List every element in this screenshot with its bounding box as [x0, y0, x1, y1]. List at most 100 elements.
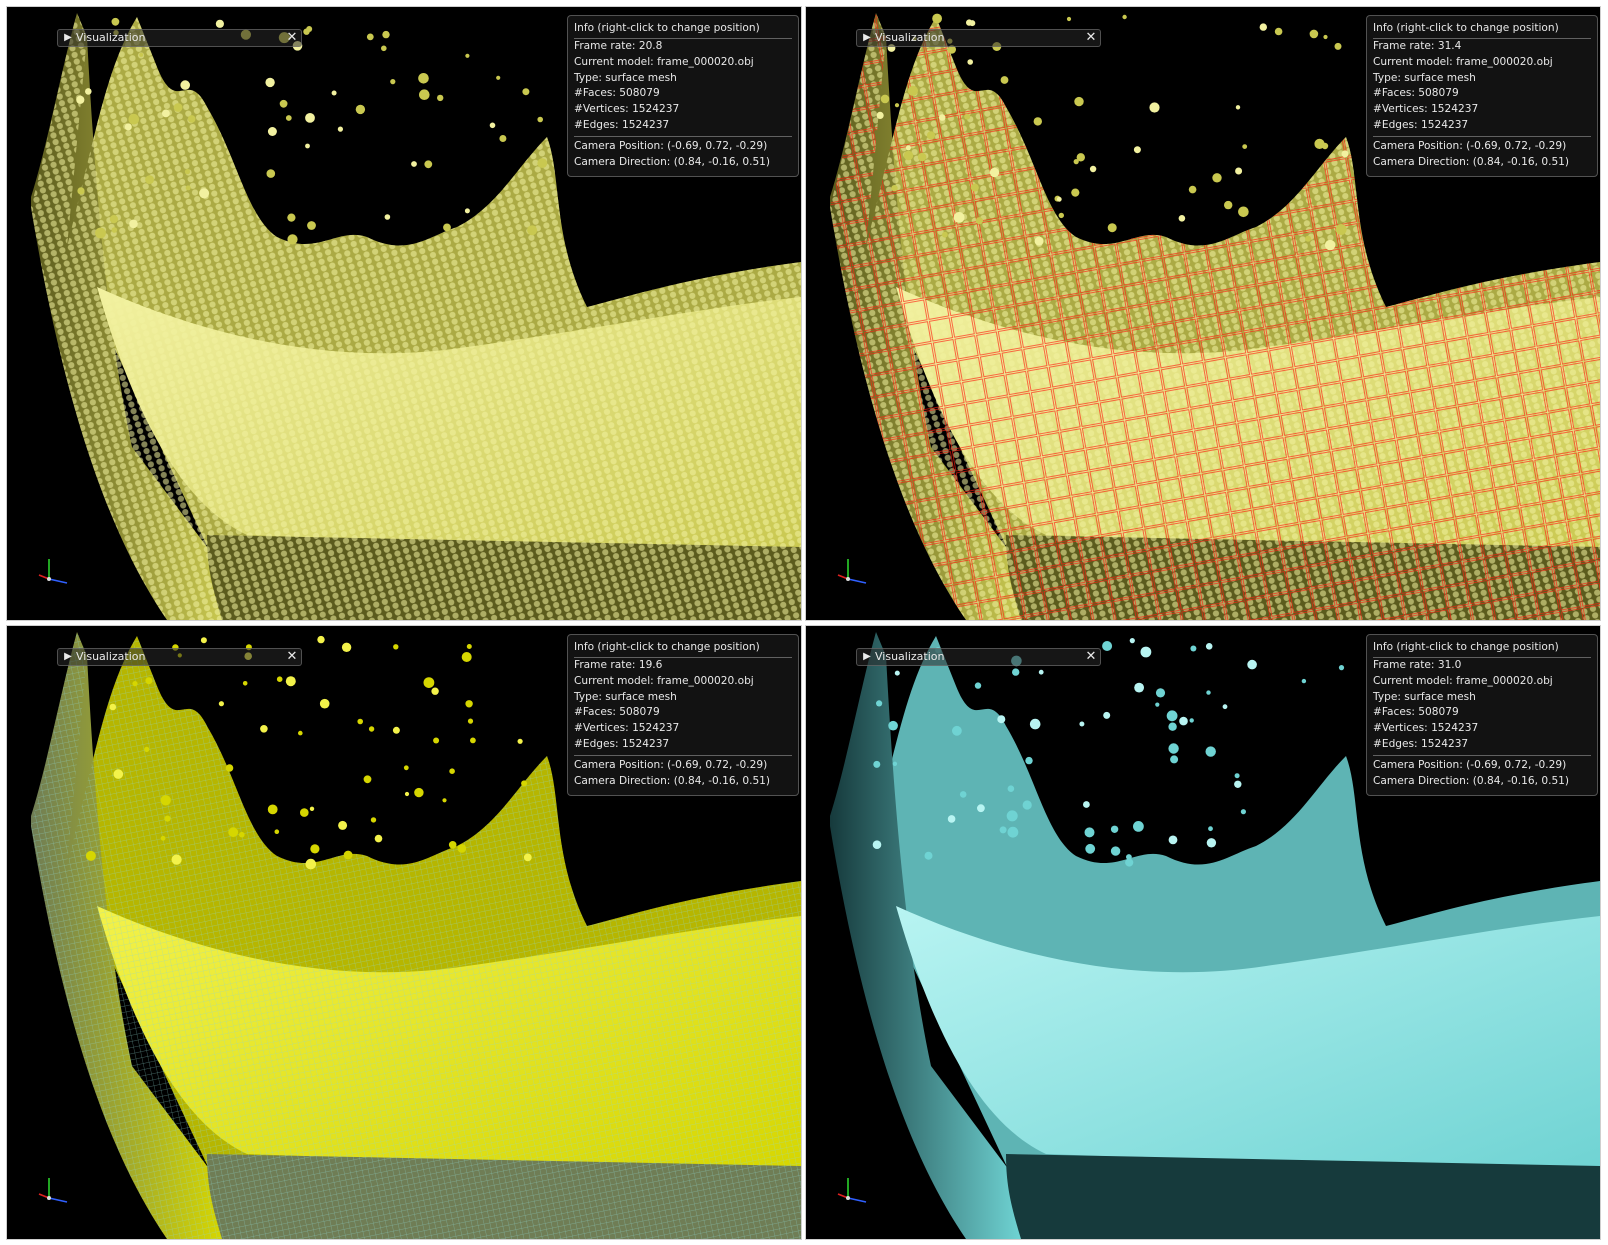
droplet [1222, 704, 1228, 710]
close-x-icon[interactable]: ✕ [1085, 649, 1097, 664]
close-x-icon[interactable]: ✕ [286, 649, 298, 664]
droplet [285, 676, 296, 687]
triangle-right-icon[interactable]: ▶ [64, 32, 72, 43]
droplet [393, 644, 399, 650]
droplet [1341, 150, 1349, 158]
visualization-header[interactable]: ▶ Visualization ✕ [856, 29, 1101, 47]
model-type: Type: surface mesh [574, 71, 677, 84]
droplet [111, 227, 118, 233]
triangle-right-icon[interactable]: ▶ [863, 651, 871, 662]
left-wall [31, 13, 222, 620]
droplet [975, 217, 983, 225]
droplet [1234, 773, 1240, 779]
visualization-header[interactable]: ▶ Visualization ✕ [57, 648, 302, 666]
droplet [1083, 801, 1090, 808]
visualization-label: Visualization [875, 650, 945, 663]
droplet [537, 116, 543, 123]
droplet [215, 19, 224, 28]
droplet [1079, 721, 1085, 727]
viewport-panel-wireframe[interactable]: ▶ Visualization ✕ Info (right-click to c… [6, 625, 802, 1240]
info-panel[interactable]: Info (right-click to change position) Fr… [567, 634, 799, 796]
droplet [144, 746, 150, 752]
droplet [1179, 716, 1188, 726]
close-x-icon[interactable]: ✕ [286, 30, 298, 45]
droplet [337, 126, 343, 132]
front-rim [1006, 1154, 1600, 1239]
droplet [1205, 746, 1216, 757]
droplet [1240, 809, 1246, 815]
droplets [876, 13, 1349, 251]
droplet [461, 652, 472, 662]
droplet [287, 213, 296, 222]
droplet [274, 829, 280, 834]
info-panel[interactable]: Info (right-click to change position) Fr… [1366, 634, 1598, 796]
info-panel[interactable]: Info (right-click to change position) Fr… [1366, 15, 1598, 177]
droplet [443, 223, 451, 232]
droplet [95, 227, 106, 239]
droplet [267, 804, 278, 815]
droplet [77, 187, 85, 195]
droplet [129, 219, 138, 229]
droplet [1242, 144, 1248, 150]
fluid-render [31, 632, 801, 1239]
triangle-right-icon[interactable]: ▶ [64, 651, 72, 662]
droplet [1029, 718, 1041, 730]
droplet [164, 815, 171, 822]
droplet [305, 858, 317, 870]
viewport-panel-surface[interactable]: ▶ Visualization ✕ Info (right-click to c… [805, 625, 1601, 1240]
triangle-right-icon[interactable]: ▶ [863, 32, 871, 43]
droplet [355, 104, 366, 115]
camera-position: Camera Position: (-0.69, 0.72, -0.29) [574, 754, 792, 774]
droplet [967, 59, 973, 65]
droplet [1074, 96, 1084, 107]
close-x-icon[interactable]: ✕ [1085, 30, 1097, 45]
droplet [109, 215, 118, 224]
droplet [403, 765, 409, 771]
info-panel[interactable]: Info (right-click to change position) Fr… [567, 15, 799, 177]
droplet [1168, 835, 1178, 845]
visualization-header[interactable]: ▶ Visualization ✕ [856, 648, 1101, 666]
visualization-label: Visualization [875, 31, 945, 44]
droplet [1007, 826, 1019, 838]
droplet [872, 840, 882, 849]
xyz-axes-icon [38, 1178, 68, 1203]
droplet [266, 169, 276, 178]
droplet [113, 769, 124, 779]
droplet [414, 787, 424, 798]
droplet [363, 775, 372, 784]
droplet [1170, 755, 1179, 764]
droplet [527, 225, 538, 236]
droplet [1006, 810, 1018, 822]
droplet [891, 185, 898, 192]
model-type: Type: surface mesh [1373, 690, 1476, 703]
droplet [959, 791, 967, 798]
droplet [1178, 215, 1186, 222]
droplet [187, 115, 196, 123]
left-wall [830, 13, 1021, 620]
droplet [1110, 846, 1121, 856]
droplet [303, 28, 310, 35]
vertex-count: #Vertices: 1524237 [1373, 103, 1479, 116]
droplet [357, 718, 364, 725]
droplet [307, 221, 316, 230]
droplet [279, 99, 288, 108]
droplet [1168, 722, 1177, 731]
droplet [1235, 167, 1243, 175]
droplet [966, 19, 973, 26]
droplet [448, 841, 457, 849]
droplet [437, 94, 444, 102]
viewport-panel-points-bbox[interactable]: ▶ Visualization ✕ Info (right-click to c… [805, 6, 1601, 621]
info-title: Info (right-click to change position) [1373, 638, 1591, 658]
droplet [465, 700, 473, 708]
droplet [433, 737, 440, 744]
droplet [309, 806, 315, 811]
droplet [894, 670, 900, 676]
viewport-panel-points[interactable]: ▶ Visualization ✕ Info (right-click to c… [6, 6, 802, 621]
droplet [160, 795, 171, 806]
droplet [1238, 206, 1249, 218]
droplet [145, 175, 155, 185]
droplet [977, 804, 985, 813]
droplet [392, 726, 400, 734]
visualization-header[interactable]: ▶ Visualization ✕ [57, 29, 302, 47]
droplet [926, 131, 936, 140]
